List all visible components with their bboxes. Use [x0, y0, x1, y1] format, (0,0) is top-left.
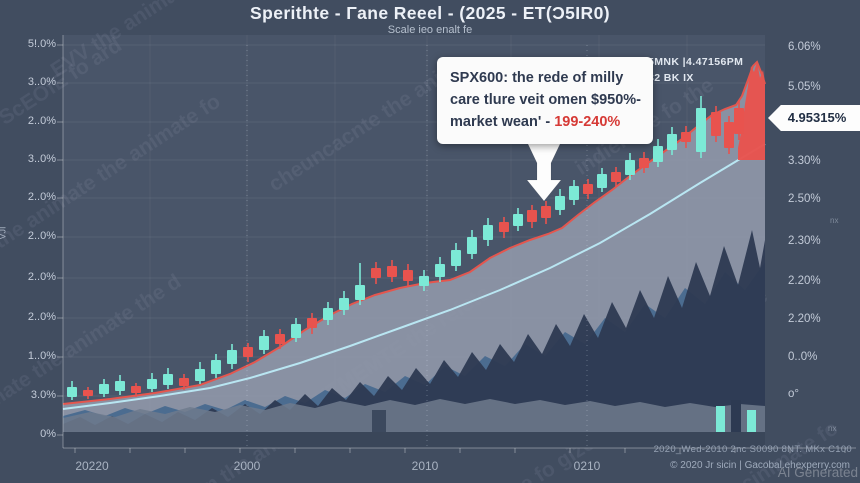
y-axis-label-right: 0..0%	[788, 351, 818, 363]
candle-body	[583, 184, 593, 194]
candle-body	[681, 132, 691, 142]
candle-body	[513, 214, 523, 226]
mini-volume-bar	[372, 410, 386, 432]
y-axis-label-left: 3..0%	[27, 153, 56, 165]
candle-body	[653, 146, 663, 162]
legend-line-1: 5MNK |4.47156PM	[648, 56, 744, 68]
margin-note: nx	[830, 216, 839, 225]
bottom-strip	[63, 431, 765, 448]
y-axis-label-left: 3.0%	[30, 389, 56, 401]
footer-copyright: © 2020 Jr sicin | Gacobal.ehexperry.com	[670, 460, 850, 471]
candle-body	[211, 360, 221, 374]
x-axis-label: 2000	[233, 459, 261, 473]
candle-body	[555, 196, 565, 210]
candle-body	[339, 298, 349, 310]
y-axis-label-right: o°	[788, 388, 799, 400]
candle-body	[724, 122, 734, 148]
candle-body	[711, 112, 721, 136]
candle-body	[387, 266, 397, 277]
chart-title: Sperithte - Γane Reeel - (2025 - ET(Ɔ5IR…	[250, 3, 610, 23]
callout-line-1: SPX600: the rede of milly	[450, 70, 624, 86]
candle-body	[275, 334, 285, 344]
callout-line-2: care tlure veit omen $950%-	[450, 92, 642, 108]
candle-body	[291, 324, 301, 338]
callout-arrow-icon	[526, 141, 562, 202]
candle-body	[179, 378, 189, 386]
candle-body	[569, 186, 579, 200]
y-axis-label-left: 2..0%	[27, 311, 56, 323]
y-axis-label-left: 5!.0%	[27, 38, 56, 50]
candle-body	[527, 210, 537, 222]
candle-body	[195, 369, 205, 381]
candle-body	[307, 318, 317, 328]
candle-body	[67, 387, 77, 397]
candle-body	[696, 108, 706, 152]
mini-volume-bar	[747, 410, 756, 432]
candle-body	[115, 381, 125, 391]
candle-body	[451, 250, 461, 266]
candle-body	[259, 336, 269, 350]
navy-mountain-area	[63, 230, 765, 448]
y-axis-label-left: 2..0%	[27, 191, 56, 203]
candle-body	[639, 158, 649, 168]
candle-body	[625, 160, 635, 175]
red-spike-area	[738, 62, 765, 160]
mini-volume-bar	[731, 400, 741, 432]
candle-body	[467, 237, 477, 254]
chart-subtitle: Scale ieo enalt fe	[387, 24, 473, 36]
y-axis-label-right: 2.20%	[788, 275, 821, 287]
candle-body	[597, 174, 607, 188]
candle-body	[131, 386, 141, 393]
volume-silhouette	[63, 399, 765, 432]
x-axis-label: 2010	[411, 459, 439, 473]
y-axis-label-left: 2..0%	[27, 271, 56, 283]
candle-body	[323, 308, 333, 320]
callout-highlight-value: 199-240%	[554, 114, 621, 130]
trend-line-cyan	[62, 143, 766, 410]
last-price-tag: 4.95315%	[768, 105, 860, 131]
y-axis-label-left: 2..0%	[27, 230, 56, 242]
candle-body	[163, 374, 173, 385]
candle-body	[734, 108, 744, 134]
margin-note: nx	[828, 424, 837, 433]
candle-body	[541, 206, 551, 218]
y-axis-label-right: 2.30%	[788, 235, 821, 247]
callout-line-3: market wean' - 199-240%	[450, 111, 640, 133]
candle-body	[499, 222, 509, 232]
candle-body	[611, 172, 621, 182]
candle-body	[403, 270, 413, 281]
callout-line-3-text: market wean' -	[450, 114, 555, 130]
x-axis-label: 20220	[75, 459, 109, 473]
candle-body	[371, 268, 381, 278]
y-axis-label-left: 2..0%	[27, 115, 56, 127]
y-axis-label-right: 5.05%	[788, 81, 821, 93]
y-axis-label-right: 2.50%	[788, 193, 821, 205]
candle-body	[227, 350, 237, 364]
candle-body	[483, 225, 493, 240]
candle-body	[83, 390, 93, 396]
y-axis-label-left: 3..0%	[27, 76, 56, 88]
candle-body	[419, 276, 429, 286]
footer-meta-text: 2020_Wed-2010 2nc S0090 8NT. MKx C100	[653, 444, 852, 455]
ai-generated-watermark: AI Generated	[777, 465, 858, 480]
candle-body	[243, 347, 253, 357]
y-axis-label-right: 3.30%	[788, 155, 821, 167]
candle-body	[355, 285, 365, 300]
y-axis-label-left: 1..0%	[27, 350, 56, 362]
y-axis-label-right: 2.20%	[788, 313, 821, 325]
candle-body	[99, 384, 109, 394]
x-axis-label: 0210	[573, 459, 601, 473]
y-axis-label-right: 6.06%	[788, 41, 821, 53]
candle-body	[147, 379, 157, 389]
mini-volume-bar	[716, 406, 725, 432]
annotation-callout: SPX600: the rede of milly care tlure vei…	[437, 57, 653, 144]
y-axis-label-left: 0%	[40, 428, 56, 440]
legend-line-2: 32 BK IX	[648, 72, 694, 84]
candle-body	[435, 264, 445, 277]
candle-body	[667, 134, 677, 150]
